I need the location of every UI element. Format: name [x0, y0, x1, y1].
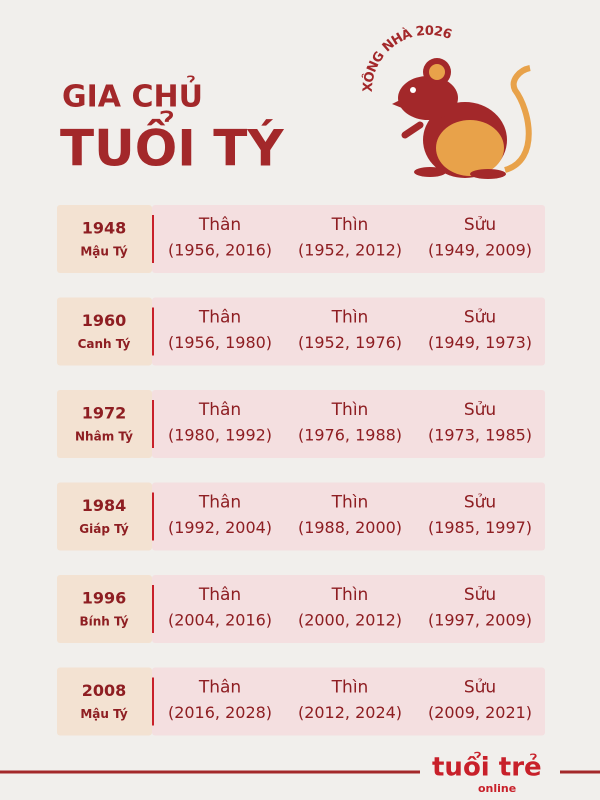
cell-animal: Thân: [198, 308, 241, 328]
cell-animal: Sửu: [464, 308, 496, 328]
title-line2: TUỔI TÝ: [60, 111, 284, 178]
row-name: Canh Tý: [78, 337, 131, 351]
row-cells-box: [152, 297, 545, 366]
cell-animal: Thân: [198, 585, 241, 605]
cell-years: (1976, 1988): [298, 426, 402, 445]
row-label-box: [57, 390, 152, 458]
row-name: Nhâm Tý: [75, 430, 133, 444]
row-cells-box: [152, 205, 545, 273]
row-cells-box: [152, 390, 545, 458]
cell-years: (2012, 2024): [298, 703, 402, 722]
row-year: 2008: [82, 681, 127, 700]
cell-animal: Thân: [198, 493, 241, 513]
cell-animal: Thìn: [331, 215, 369, 235]
cell-years: (1949, 2009): [428, 241, 532, 260]
cell-animal: Thân: [198, 215, 241, 235]
cell-animal: Sửu: [464, 215, 496, 235]
cell-years: (2016, 2028): [168, 703, 272, 722]
row-cells-box: [152, 667, 545, 736]
cell-years: (1988, 2000): [298, 518, 402, 537]
cell-years: (1956, 2016): [168, 241, 272, 260]
row-name: Giáp Tý: [79, 522, 129, 536]
title-line1: GIA CHỦ: [62, 75, 203, 115]
row-label-box: [57, 297, 152, 366]
row-year: 1948: [82, 219, 127, 238]
cell-animal: Thân: [198, 400, 241, 420]
cell-animal: Thìn: [331, 585, 369, 605]
row-cells-box: [152, 575, 545, 643]
row-label-box: [57, 482, 152, 551]
cell-animal: Thìn: [331, 308, 369, 328]
cell-years: (2004, 2016): [168, 611, 272, 630]
logo-main: tuổi trẻ: [432, 750, 542, 783]
cell-animal: Sửu: [464, 400, 496, 420]
cell-animal: Thìn: [331, 493, 369, 513]
row-label-box: [57, 667, 152, 736]
cell-years: (1980, 1992): [168, 426, 272, 445]
row-label-box: [57, 575, 152, 643]
cell-years: (1956, 1980): [168, 333, 272, 352]
cell-years: (1992, 2004): [168, 518, 272, 537]
row-year: 1972: [82, 404, 127, 423]
rat-illustration: [392, 58, 532, 179]
cell-years: (1973, 1985): [428, 426, 532, 445]
cell-animal: Thìn: [331, 400, 369, 420]
cell-animal: Thân: [198, 678, 241, 698]
cell-years: (1952, 2012): [298, 241, 402, 260]
cell-years: (1952, 1976): [298, 333, 402, 352]
cell-years: (2009, 2021): [428, 703, 532, 722]
cell-years: (1997, 2009): [428, 611, 532, 630]
cell-animal: Thìn: [331, 678, 369, 698]
cell-years: (1949, 1973): [428, 333, 532, 352]
row-name: Mậu Tý: [80, 707, 128, 721]
cell-animal: Sửu: [464, 493, 496, 513]
row-year: 1984: [82, 496, 127, 515]
cell-animal: Sửu: [464, 585, 496, 605]
cell-animal: Sửu: [464, 678, 496, 698]
row-cells-box: [152, 482, 545, 551]
row-year: 1960: [82, 311, 127, 330]
cell-years: (2000, 2012): [298, 611, 402, 630]
row-name: Bính Tý: [79, 615, 128, 629]
row-name: Mậu Tý: [80, 245, 128, 259]
row-year: 1996: [82, 589, 127, 608]
row-label-box: [57, 205, 152, 273]
logo-sub: online: [478, 782, 516, 795]
cell-years: (1985, 1997): [428, 518, 532, 537]
table: 1948 Mậu Tý Thân (1956, 2016) Thìn (1952, 201…: [57, 205, 545, 736]
